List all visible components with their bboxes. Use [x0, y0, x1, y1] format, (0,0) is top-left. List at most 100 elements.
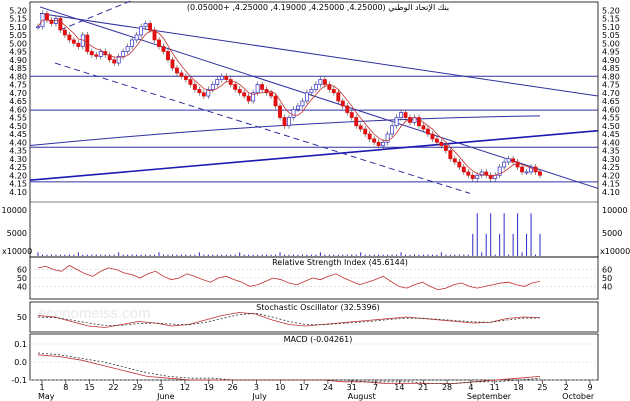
candle [336, 92, 341, 102]
x-day-label: 21 [418, 383, 428, 392]
candle [529, 166, 533, 173]
price-tick-left: 4.70 [9, 89, 27, 98]
candle [107, 54, 112, 61]
x-day-label: 2 [564, 383, 569, 392]
candle [152, 29, 157, 41]
candle [260, 84, 265, 90]
macd-tick: 0.1 [14, 340, 27, 349]
candle [300, 100, 305, 107]
candle [215, 79, 220, 85]
price-tick-left: 4.10 [9, 188, 27, 197]
rsi-tick-right: 50 [602, 274, 612, 283]
candle [188, 79, 193, 85]
stochastic-title: Stochastic Oscillator (32.5396) [256, 303, 380, 312]
candle [49, 19, 54, 24]
macd-line [37, 352, 541, 385]
candle [345, 105, 350, 113]
candle [233, 84, 238, 90]
candle [349, 112, 354, 118]
candle [381, 141, 386, 146]
macd-line [37, 354, 541, 385]
candle [166, 51, 170, 61]
candle [376, 141, 381, 146]
regression-curve [29, 115, 541, 147]
candle [174, 67, 179, 74]
rsi-tick-right: 60 [602, 266, 612, 275]
x-day-label: 9 [587, 383, 592, 392]
price-tick-right: 4.60 [602, 105, 620, 114]
candle [327, 84, 332, 90]
price-tick-left: 4.20 [9, 171, 27, 180]
candle [425, 128, 430, 135]
candle [183, 75, 188, 80]
price-tick-left: 4.55 [9, 114, 27, 123]
x-day-label: 14 [394, 383, 404, 392]
price-tick-right: 4.50 [602, 122, 620, 131]
candle [457, 161, 462, 168]
price-tick-right: 4.40 [602, 138, 620, 147]
price-tick-left: 4.40 [9, 138, 27, 147]
candle [403, 112, 408, 118]
candle [228, 79, 233, 85]
candle [251, 92, 256, 102]
candle [296, 105, 300, 110]
x-day-label: 29 [132, 383, 142, 392]
candle [192, 84, 197, 90]
stochastic-tick: 50 [17, 313, 27, 322]
price-tick-left: 4.35 [9, 147, 27, 156]
macd-tick: -0.1 [11, 376, 27, 385]
price-tick-right: 4.25 [602, 163, 620, 172]
volume-tick-left: 10000 [2, 206, 27, 215]
rsi-tick-left: 50 [17, 274, 27, 283]
candle [121, 51, 126, 57]
rsi-title: Relative Strength Index (45.6144) [272, 258, 408, 267]
rsi-tick-left: 60 [17, 266, 27, 275]
candle [287, 117, 291, 127]
candle [36, 26, 40, 29]
x-day-label: 12 [180, 383, 190, 392]
x-day-label: 3 [254, 383, 259, 392]
candle [502, 161, 507, 168]
candle [488, 174, 493, 179]
candle [417, 117, 421, 127]
price-tick-right: 5.15 [602, 15, 620, 24]
candle [318, 79, 323, 85]
candle [282, 117, 287, 127]
x-day-label: 4 [468, 383, 473, 392]
candle [399, 112, 404, 118]
rsi-tick-left: 40 [17, 282, 27, 291]
price-tick-left: 4.95 [9, 48, 27, 57]
candle [197, 89, 202, 94]
candle [313, 84, 318, 90]
candle [363, 128, 368, 135]
candle [479, 171, 484, 176]
x-day-label: 1 [39, 383, 44, 392]
candle [179, 72, 184, 77]
candle [452, 158, 457, 163]
price-tick-left: 4.85 [9, 64, 27, 73]
candle [538, 171, 542, 176]
x-day-label: 11 [490, 383, 500, 392]
volume-tick-left: 5000 [7, 229, 27, 238]
price-tick-left: 4.65 [9, 97, 27, 106]
price-tick-left: 4.80 [9, 72, 27, 81]
candle [439, 141, 444, 146]
candle [157, 39, 161, 47]
price-tick-right: 4.35 [602, 147, 620, 156]
x-day-label: 19 [204, 383, 214, 392]
x-day-label: 22 [108, 383, 118, 392]
candle [237, 89, 242, 94]
candle [475, 174, 480, 179]
price-tick-left: 4.25 [9, 163, 27, 172]
x-month-label: May [38, 392, 55, 401]
trend-line-upper [39, 6, 599, 189]
price-tick-right: 4.30 [602, 155, 620, 164]
candle [421, 125, 426, 130]
candle [242, 92, 247, 97]
candle [255, 84, 260, 94]
price-tick-left: 4.50 [9, 122, 27, 131]
x-month-label: June [156, 392, 175, 401]
moving-average-line [37, 19, 541, 177]
candle [71, 39, 76, 44]
